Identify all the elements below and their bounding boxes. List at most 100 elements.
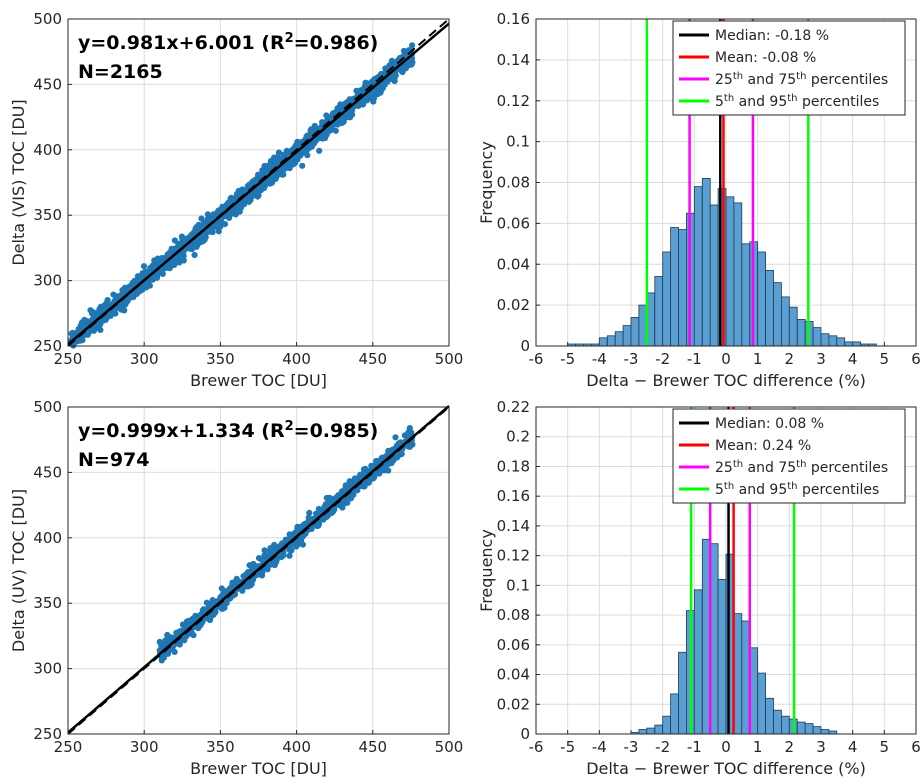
scatter-point xyxy=(177,251,184,258)
x-axis-label: Delta − Brewer TOC difference (%) xyxy=(586,371,866,390)
y-tick-label: 300 xyxy=(33,660,62,678)
legend-superscript: th xyxy=(796,71,806,82)
scatter-point xyxy=(250,560,257,568)
scatter-point xyxy=(329,508,336,515)
x-tick-label: -2 xyxy=(655,350,670,368)
y-tick-label: 0.04 xyxy=(497,255,530,273)
y-tick-label: 0.06 xyxy=(497,636,530,654)
scatter-point xyxy=(224,200,231,207)
legend-entry-label: Mean: -0.08 % xyxy=(715,50,816,66)
histogram-bar xyxy=(678,651,687,735)
histogram-panel-1: -6 -5 -4 -3 -2 -1 0 1 2 3 4 5 6 0 0.02 0.04 0.06 0.08 0.1 0… xyxy=(477,10,921,390)
legend-superscript: th xyxy=(787,481,797,492)
legend-superscript: th xyxy=(724,93,734,104)
scatter-point xyxy=(234,191,241,198)
histogram-bar xyxy=(693,589,703,735)
scatter-point xyxy=(157,640,164,647)
histogram-panel-3: -6 -5 -4 -3 -2 -1 0 1 2 3 4 5 6 0 0.02 0.04 0.06 0.08 0.1 0… xyxy=(477,398,921,778)
histogram-bar xyxy=(781,715,790,735)
histogram-bar xyxy=(844,341,854,347)
x-tick-label: 450 xyxy=(358,738,387,756)
scatter-point xyxy=(316,147,323,154)
scatter-point xyxy=(366,91,373,98)
x-tick-label: 1 xyxy=(753,738,763,756)
y-tick-label: 0.18 xyxy=(497,457,530,475)
y-tick-label: 300 xyxy=(33,272,62,290)
scatter-point xyxy=(260,168,268,175)
histogram-bar xyxy=(693,186,703,347)
x-tick-label: 3 xyxy=(816,350,826,368)
legend-text: 5 xyxy=(715,482,724,498)
x-tick-label: -3 xyxy=(624,738,639,756)
x-tick-label: -4 xyxy=(592,350,607,368)
scatter-point xyxy=(247,582,254,589)
legend-entry-label: 5th and 95th percentiles xyxy=(715,93,879,111)
scatter-point xyxy=(190,615,198,622)
fit-equation-text: y=0.981x+6.001 (R xyxy=(78,32,285,54)
scatter-point xyxy=(97,326,104,333)
x-tick-label: 250 xyxy=(54,738,83,756)
scatter-point xyxy=(307,127,314,134)
y-tick-label: 0.12 xyxy=(497,92,530,110)
histogram-bar xyxy=(638,729,648,735)
x-axis-label: Brewer TOC [DU] xyxy=(190,371,327,390)
scatter-point xyxy=(203,599,210,606)
scatter-point xyxy=(306,143,313,150)
histogram-bar xyxy=(598,337,608,347)
x-tick-label: 4 xyxy=(848,738,858,756)
legend: Median: 0.08 % Mean: 0.24 % 25th and 75th … xyxy=(672,408,906,504)
x-tick-label: 500 xyxy=(435,350,464,368)
scatter-point xyxy=(140,263,148,270)
scatter-point xyxy=(286,552,293,559)
x-tick-label: 5 xyxy=(880,350,890,368)
y-tick-label: 450 xyxy=(33,75,62,93)
scatter-point xyxy=(361,483,368,490)
x-tick-label: 250 xyxy=(54,350,83,368)
x-tick-label: 450 xyxy=(358,350,387,368)
histogram-bar xyxy=(606,335,616,347)
histogram-bar xyxy=(757,672,767,735)
legend-entry-label: 5th and 95th percentiles xyxy=(715,481,879,499)
histogram-bar xyxy=(788,306,798,347)
y-tick-label: 0.14 xyxy=(497,517,530,535)
x-tick-label: 500 xyxy=(435,738,464,756)
x-tick-label: 350 xyxy=(206,738,235,756)
scatter-point xyxy=(340,115,347,122)
scatter-point xyxy=(390,72,397,79)
axes-frame xyxy=(67,18,450,347)
y-tick-label: 500 xyxy=(33,398,62,416)
scatter-point xyxy=(261,547,268,554)
scatter-point xyxy=(254,193,261,200)
x-tick-label: -5 xyxy=(560,350,575,368)
scatter-point xyxy=(409,42,416,49)
y-tick-label: 250 xyxy=(33,337,62,355)
y-axis-label: Delta (UV) TOC [DU] xyxy=(9,489,28,652)
x-tick-label: -4 xyxy=(592,738,607,756)
scatter-point xyxy=(221,221,229,228)
legend-entry-label: Mean: 0.24 % xyxy=(715,438,811,454)
scatter-point xyxy=(388,459,395,467)
scatter-panel-2: 250 300 350 400 450 500 250 300 350 400 450 500 Brew… xyxy=(9,398,463,778)
scatter-point xyxy=(125,296,132,303)
scatter-point xyxy=(315,505,322,513)
scatter-point xyxy=(304,152,311,159)
y-tick-label: 400 xyxy=(33,141,62,159)
histogram-bar xyxy=(741,243,751,347)
y-tick-label: 250 xyxy=(33,725,62,743)
axes-frame xyxy=(535,406,917,735)
scatter-point xyxy=(95,310,102,317)
y-tick-label: 0.02 xyxy=(497,296,530,314)
x-tick-label: 2 xyxy=(785,738,795,756)
y-tick-label: 0.08 xyxy=(497,606,530,624)
y-axis-label: Frequency xyxy=(477,141,496,224)
legend-text: Mean: -0.08 % xyxy=(715,50,816,66)
histogram-bar xyxy=(804,723,814,735)
y-tick-label: 0.2 xyxy=(506,428,530,446)
y-tick-label: 0.1 xyxy=(506,576,530,594)
scatter-point xyxy=(134,273,141,280)
scatter-point xyxy=(153,272,160,279)
axes-frame xyxy=(535,18,917,347)
scatter-point xyxy=(368,462,375,469)
scatter-point xyxy=(299,541,306,548)
